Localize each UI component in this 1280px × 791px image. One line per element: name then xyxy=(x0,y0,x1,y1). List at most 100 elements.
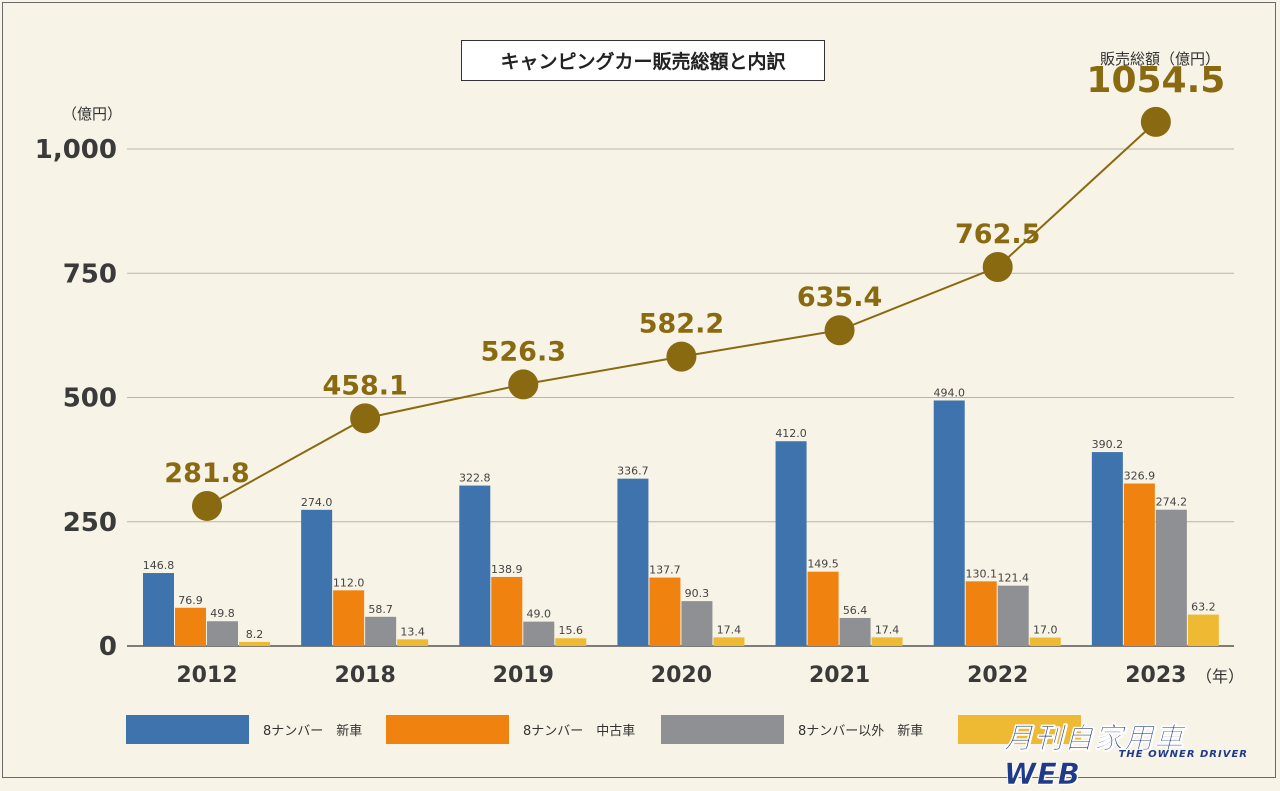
total-series-label: 販売総額（億円） xyxy=(1099,50,1220,68)
bar-value-label: 149.5 xyxy=(807,558,839,571)
legend-label: 8ナンバー 新車 xyxy=(263,723,363,739)
total-point xyxy=(350,403,381,434)
bar-value-label: 13.4 xyxy=(400,625,425,638)
bar-value-label: 322.8 xyxy=(459,472,491,485)
legend-item-4 xyxy=(958,714,1081,744)
bar-value-label: 390.2 xyxy=(1092,438,1124,451)
bar xyxy=(839,617,871,646)
bar xyxy=(523,621,555,646)
bar xyxy=(459,485,491,646)
bar xyxy=(871,637,903,646)
legend-item-new-8: 8ナンバー 新車 xyxy=(126,714,362,744)
site-logo: 月刊自家用車WEB THE OWNER DRIVER xyxy=(1004,715,1254,791)
bar xyxy=(301,509,333,646)
bar xyxy=(207,621,238,646)
bar-value-label: 112.0 xyxy=(333,576,365,589)
bar-value-label: 137.7 xyxy=(649,564,681,577)
bar xyxy=(365,616,397,646)
total-point xyxy=(824,315,855,346)
bar xyxy=(555,638,587,646)
total-value-label: 635.4 xyxy=(797,282,882,313)
bar xyxy=(807,571,839,646)
total-value-label: 762.5 xyxy=(955,219,1040,250)
total-point xyxy=(982,252,1013,283)
total-value-label: 582.2 xyxy=(639,309,724,340)
y-tick-label: 1,000 xyxy=(35,135,117,165)
logo-sub-text: THE OWNER DRIVER xyxy=(1118,749,1248,760)
x-axis-unit: （年） xyxy=(1196,667,1245,686)
total-point xyxy=(192,490,222,521)
bar xyxy=(713,637,745,646)
x-tick-label: 2012 xyxy=(176,663,237,688)
bar xyxy=(1187,614,1219,646)
total-point xyxy=(666,341,697,372)
total-value-label: 281.8 xyxy=(164,458,249,489)
bar-value-label: 56.4 xyxy=(843,604,868,617)
bar xyxy=(1091,452,1123,646)
bar xyxy=(397,639,429,646)
x-tick-label: 2019 xyxy=(493,663,554,688)
bar xyxy=(491,576,523,646)
total-value-label: 458.1 xyxy=(322,370,407,401)
total-point xyxy=(1140,106,1171,137)
bar xyxy=(933,400,965,646)
bar-value-label: 15.6 xyxy=(559,624,584,637)
bar xyxy=(775,441,807,646)
y-tick-label: 750 xyxy=(63,259,117,289)
bar xyxy=(143,573,174,646)
bar-value-label: 326.9 xyxy=(1124,470,1156,483)
total-point xyxy=(508,369,539,400)
bar-value-label: 58.7 xyxy=(368,603,393,616)
x-tick-label: 2022 xyxy=(967,663,1028,688)
legend-label: 8ナンバー以外 新車 xyxy=(798,723,924,739)
bar-value-label: 146.8 xyxy=(143,559,175,572)
bar xyxy=(1155,509,1187,646)
legend-item-new-other: 8ナンバー以外 新車 xyxy=(661,714,923,744)
total-value-label: 1054.5 xyxy=(1086,60,1225,101)
bar xyxy=(175,607,206,646)
legend-swatch xyxy=(958,714,1081,744)
y-axis-unit: （億円） xyxy=(62,105,123,123)
bar xyxy=(617,478,649,646)
bar xyxy=(997,585,1029,646)
bar xyxy=(239,641,270,646)
bar-value-label: 274.0 xyxy=(301,496,333,509)
x-tick-label: 2018 xyxy=(335,663,396,688)
bar xyxy=(681,601,713,646)
bar-value-label: 336.7 xyxy=(617,465,649,478)
bar-value-label: 17.4 xyxy=(875,623,900,636)
x-tick-label: 2021 xyxy=(809,663,870,688)
legend-item-used-8: 8ナンバー 中古車 xyxy=(386,714,635,744)
bar-value-label: 130.1 xyxy=(965,567,997,580)
bar-value-label: 494.0 xyxy=(933,386,965,399)
y-tick-label: 250 xyxy=(63,508,117,538)
bar-value-label: 412.0 xyxy=(775,427,807,440)
bar-value-label: 76.9 xyxy=(178,594,203,607)
total-value-label: 526.3 xyxy=(481,336,566,367)
chart-frame xyxy=(2,2,1276,778)
legend-label: 8ナンバー 中古車 xyxy=(523,723,636,739)
bar-value-label: 49.0 xyxy=(527,608,552,621)
bar-value-label: 17.4 xyxy=(717,623,742,636)
bar xyxy=(333,590,365,646)
bar xyxy=(1123,483,1155,646)
y-tick-label: 0 xyxy=(99,632,117,662)
legend-swatch xyxy=(126,714,249,744)
bar-value-label: 138.9 xyxy=(491,563,523,576)
chart-title: キャンピングカー販売総額と内訳 xyxy=(461,40,825,81)
y-tick-label: 500 xyxy=(63,384,117,414)
bar-value-label: 274.2 xyxy=(1156,496,1188,509)
bar xyxy=(649,577,681,646)
bar xyxy=(1029,637,1061,646)
bar-value-label: 121.4 xyxy=(997,572,1029,585)
legend-swatch xyxy=(386,714,509,744)
bar-value-label: 90.3 xyxy=(685,587,710,600)
x-tick-label: 2023 xyxy=(1125,663,1186,688)
bar xyxy=(965,581,997,646)
bar-value-label: 63.2 xyxy=(1191,601,1216,614)
x-tick-label: 2020 xyxy=(651,663,712,688)
bar-value-label: 17.0 xyxy=(1033,624,1058,637)
bar-value-label: 8.2 xyxy=(246,628,264,641)
legend-swatch xyxy=(661,714,784,744)
